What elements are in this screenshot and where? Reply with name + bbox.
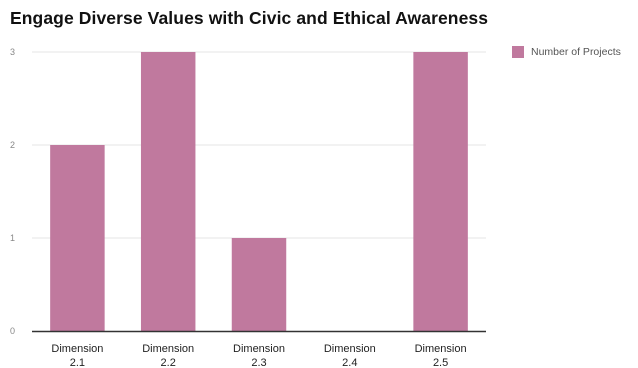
x-tick-label: Dimension [415,343,467,355]
x-tick-label: Dimension [233,343,285,355]
y-tick-label: 2 [10,140,15,150]
legend-swatch [512,46,524,58]
bar [413,52,468,331]
y-tick-label: 0 [10,326,15,336]
bar [50,145,105,331]
legend: Number of Projects [512,46,621,58]
x-tick-label: Dimension [142,343,194,355]
y-tick-label: 3 [10,47,15,57]
x-tick-label: 2.5 [433,357,448,368]
x-tick-label: 2.1 [70,357,85,368]
chart-title: Engage Diverse Values with Civic and Eth… [10,8,489,28]
bar [231,238,287,331]
bar [140,52,196,331]
y-tick-label: 1 [10,233,15,243]
x-tick-label: 2.4 [342,357,357,368]
x-tick-label: 2.3 [251,357,266,368]
x-tick-label: Dimension [324,343,376,355]
x-tick-label: 2.2 [161,357,176,368]
x-tick-label: Dimension [51,343,103,355]
legend-label: Number of Projects [531,46,621,58]
